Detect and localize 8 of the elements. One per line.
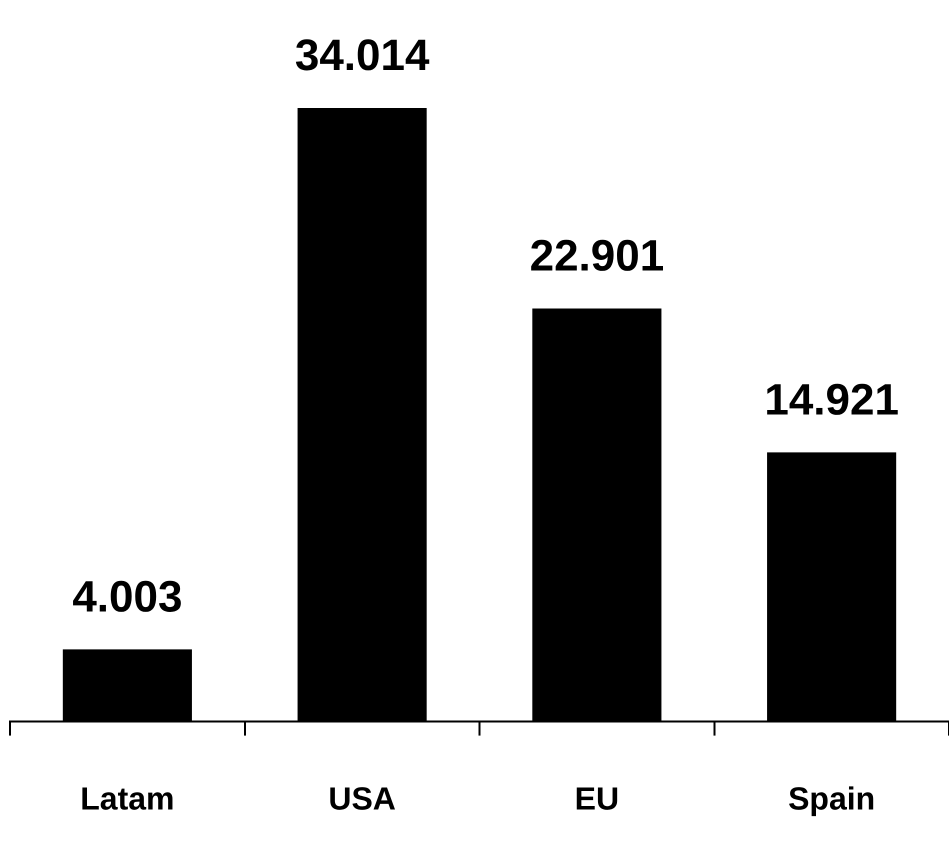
x-tick-label: USA (328, 780, 396, 817)
data-label: 4.003 (72, 572, 182, 622)
x-tick-label: Latam (80, 780, 174, 817)
data-label: 34.014 (294, 31, 430, 80)
x-tick-label: Spain (788, 780, 876, 817)
data-label: 14.921 (764, 376, 899, 425)
x-tick-label: EU (574, 780, 620, 817)
data-label: 22.901 (530, 232, 664, 281)
